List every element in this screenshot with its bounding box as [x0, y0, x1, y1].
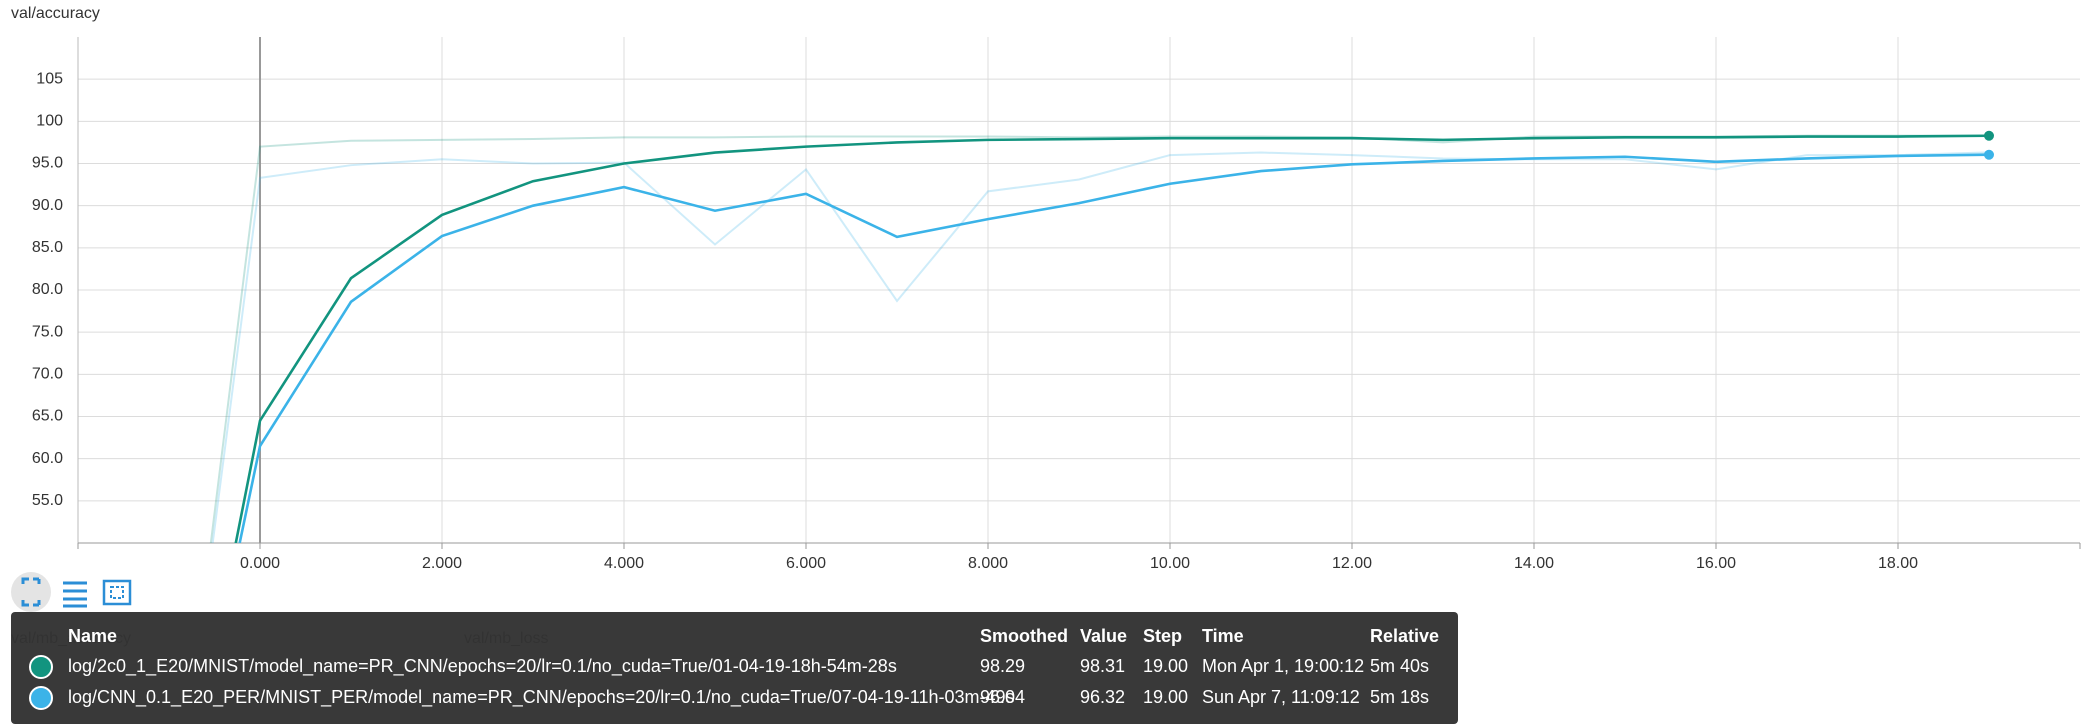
time: Mon Apr 1, 19:00:12 — [1202, 656, 1364, 676]
step: 19.00 — [1143, 656, 1188, 676]
tooltip-header: Name — [68, 626, 117, 646]
y-tick-label: 75.0 — [32, 323, 63, 340]
tooltip-header: Smoothed — [980, 626, 1068, 646]
x-tick-label: 8.000 — [968, 555, 1008, 572]
tooltip-header: Relative — [1370, 626, 1439, 646]
y-tick-label: 70.0 — [32, 366, 63, 383]
relative: 5m 40s — [1370, 656, 1429, 676]
raw-value: 96.32 — [1080, 687, 1125, 707]
x-tick-label: 0.000 — [240, 555, 280, 572]
tooltip: Name Smoothed Value Step Time Relative log/2c0… — [11, 612, 1458, 724]
y-tick-label: 85.0 — [32, 239, 63, 256]
x-tick-label: 18.00 — [1878, 555, 1918, 572]
tooltip-box — [11, 612, 1458, 724]
y-tick-label: 60.0 — [32, 450, 63, 467]
tooltip-header: Value — [1080, 626, 1127, 646]
x-tick-label: 2.000 — [422, 555, 462, 572]
fit-button[interactable] — [11, 572, 51, 612]
y-tick-label: 95.0 — [32, 155, 63, 172]
smoothed-value: 98.29 — [980, 656, 1025, 676]
y-tick-label: 55.0 — [32, 492, 63, 509]
x-tick-label: 4.000 — [604, 555, 644, 572]
time: Sun Apr 7, 11:09:12 — [1202, 687, 1360, 707]
raw-line — [211, 151, 1990, 543]
last-point — [1984, 149, 1994, 160]
zoom-icon — [110, 586, 124, 599]
run-name: log/CNN_0.1_E20_PER/MNIST_PER/model_name… — [68, 687, 1015, 708]
plot-area — [209, 134, 1990, 543]
y-tick-label: 80.0 — [32, 281, 63, 298]
chart-title: val/accuracy — [11, 5, 100, 22]
x-tick-label: 6.000 — [786, 555, 826, 572]
x-tick-label: 10.00 — [1150, 555, 1190, 572]
relative: 5m 18s — [1370, 687, 1429, 707]
fit-icon — [21, 577, 41, 607]
tooltip-header: Time — [1202, 626, 1244, 646]
zoom-button[interactable] — [102, 579, 132, 606]
list-button[interactable] — [63, 581, 87, 608]
raw-value: 98.31 — [1080, 656, 1125, 676]
run-name: log/2c0_1_E20/MNIST/model_name=PR_CNN/ep… — [68, 656, 897, 677]
step: 19.00 — [1143, 687, 1188, 707]
x-tick-label: 16.00 — [1696, 555, 1736, 572]
smoothed-line — [238, 153, 1990, 543]
toolbar — [11, 572, 132, 612]
last-point — [1984, 130, 1994, 141]
smoothed-value: 96.04 — [980, 687, 1025, 707]
zoom-icon — [102, 579, 132, 606]
list-icon — [63, 581, 87, 608]
y-tick-label: 100 — [36, 113, 63, 130]
y-tick-label: 65.0 — [32, 408, 63, 425]
tooltip-header: Step — [1143, 626, 1182, 646]
run-swatch — [29, 686, 53, 710]
x-tick-label: 14.00 — [1514, 555, 1554, 572]
run-swatch — [29, 655, 53, 679]
y-tick-label: 90.0 — [32, 197, 63, 214]
smoothed-line — [234, 134, 1990, 543]
x-tick-label: 12.00 — [1332, 555, 1372, 572]
y-tick-label: 105 — [36, 70, 63, 87]
